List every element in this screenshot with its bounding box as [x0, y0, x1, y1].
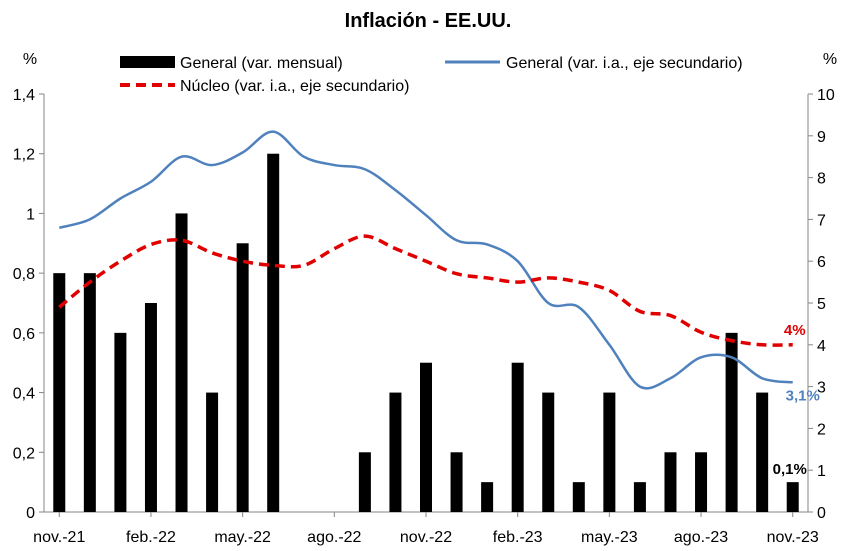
- legend-label-headline: General (var. i.a., eje secundario): [506, 55, 743, 72]
- bar: [83, 273, 96, 512]
- legend-label-core: Núcleo (var. i.a., eje secundario): [180, 78, 409, 95]
- x-tick-label: ago.-22: [307, 529, 361, 546]
- bar: [511, 362, 524, 512]
- x-tick-label: ago.-23: [674, 529, 728, 546]
- bar: [481, 482, 494, 512]
- bar: [633, 482, 646, 512]
- legend-label-monthly: General (var. mensual): [180, 55, 343, 72]
- bar: [206, 392, 219, 512]
- bar: [756, 392, 769, 512]
- right-tick-label: 4: [817, 338, 826, 355]
- left-tick-label: 0,6: [13, 326, 35, 343]
- bar: [358, 452, 371, 512]
- bar: [114, 332, 127, 512]
- right-tick-label: 6: [817, 254, 826, 271]
- bar: [450, 452, 463, 512]
- right-tick-label: 7: [817, 212, 826, 229]
- bar: [572, 482, 585, 512]
- x-tick-label: feb.-22: [126, 529, 176, 546]
- x-tick-label: feb.-23: [493, 529, 543, 546]
- x-tick-label: nov.-21: [33, 529, 85, 546]
- left-tick-label: 1: [26, 206, 35, 223]
- bar: [542, 392, 555, 512]
- right-tick-label: 0: [817, 505, 826, 522]
- right-tick-label: 2: [817, 421, 826, 438]
- bar: [144, 303, 157, 512]
- bar: [603, 392, 616, 512]
- left-tick-label: 1,4: [13, 87, 35, 104]
- bar: [664, 452, 677, 512]
- bar: [725, 332, 738, 512]
- bar: [786, 482, 799, 512]
- right-tick-label: 9: [817, 129, 826, 146]
- bar: [420, 362, 432, 512]
- left-tick-label: 0,2: [13, 445, 35, 462]
- x-tick-label: nov.-23: [767, 529, 819, 546]
- legend-swatch-monthly: [120, 56, 175, 68]
- bar-end-label: 0,1%: [773, 461, 807, 478]
- x-tick-label: may.-23: [581, 529, 638, 546]
- left-tick-label: 0,4: [13, 386, 35, 403]
- left-tick-label: 0: [26, 505, 35, 522]
- right-tick-label: 8: [817, 171, 826, 188]
- right-axis-unit: %: [823, 51, 837, 68]
- headline-yoy-line: [58, 130, 793, 390]
- right-tick-label: 5: [817, 296, 826, 313]
- legend: General (var. mensual) General (var. i.a…: [120, 55, 743, 95]
- line-series: [58, 130, 793, 390]
- bar: [236, 243, 249, 513]
- left-tick-label: 0,8: [13, 266, 35, 283]
- x-tick-label: nov.-22: [400, 529, 452, 546]
- left-tick-label: 1,2: [13, 147, 35, 164]
- core-end-label: 4%: [784, 322, 806, 339]
- axes: 0 0,2 0,4 0,6 0,8 1 1,2 1,4 0 1 2 3 4 5 6 7 8 9 10 nov.-21 f…: [13, 87, 835, 546]
- bar: [695, 452, 708, 512]
- bar: [389, 392, 402, 512]
- right-tick-label: 3: [817, 380, 826, 397]
- chart-title: Inflación - EE.UU.: [345, 10, 512, 32]
- bar: [53, 273, 66, 512]
- right-tick-label: 1: [817, 463, 826, 480]
- core-yoy-line: [58, 234, 793, 347]
- bar: [175, 213, 188, 512]
- bar: [267, 153, 280, 512]
- end-labels: 0,1% 3,1% 4%: [773, 322, 820, 478]
- left-axis-unit: %: [23, 51, 37, 68]
- headline-end-label: 3,1%: [786, 387, 820, 404]
- bar-series: [53, 153, 799, 513]
- right-tick-label: 10: [817, 87, 835, 104]
- x-tick-label: may.-22: [214, 529, 271, 546]
